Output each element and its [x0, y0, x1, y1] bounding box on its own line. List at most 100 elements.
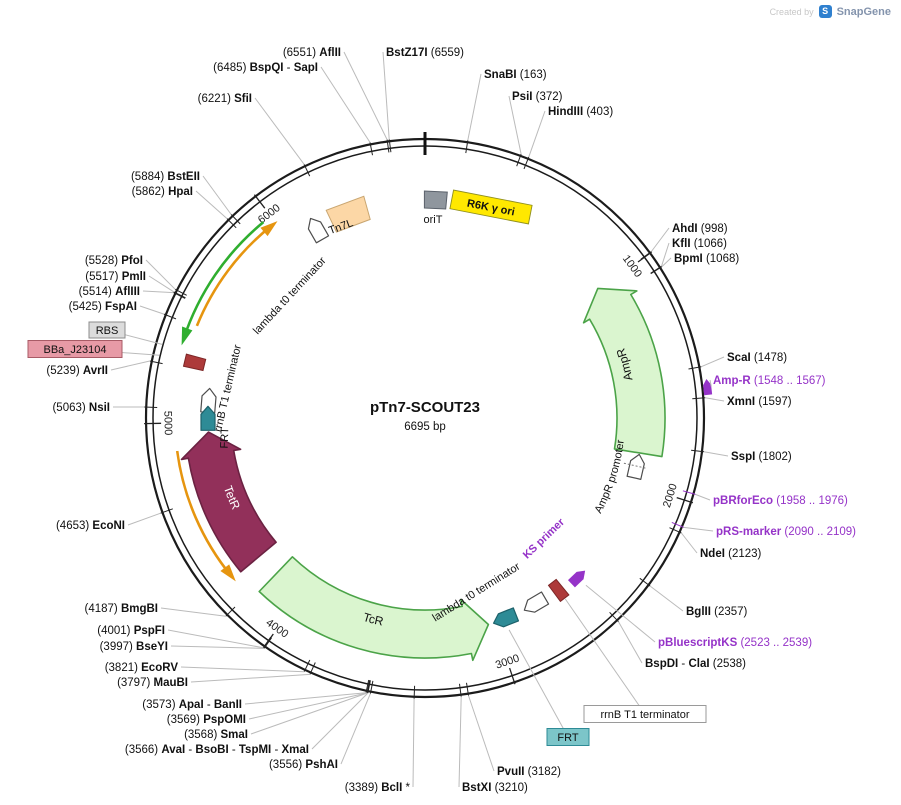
site-label-pbrforeco-1958-1976[interactable]: pBRforEco (1958 .. 1976) — [713, 495, 848, 507]
site-label-ndei-2123[interactable]: NdeI (2123) — [700, 548, 762, 560]
feature-label-ks-primer[interactable]: KS primer — [521, 516, 568, 562]
site-label-4001-pspfi[interactable]: (4001) PspFI — [97, 625, 165, 637]
feature-amp-r-primer-arrow[interactable] — [702, 378, 713, 396]
leader-pvuii-3182 — [468, 695, 495, 772]
feature-lambda-t0-terminator-top-arrow[interactable] — [304, 215, 330, 244]
boxed-label-bba-j23104[interactable]: BBa_J23104 — [27, 340, 123, 358]
site-label-5425-fspai[interactable]: (5425) FspAI — [69, 301, 137, 313]
leader-pbluescriptks-2523-2539 — [585, 584, 656, 643]
site-label-3797-maubi[interactable]: (3797) MauBI — [117, 677, 188, 689]
feature-tetr[interactable] — [180, 431, 277, 573]
scale-label-1000: 1000 — [620, 253, 644, 280]
site-label-3389-bcli[interactable]: (3389) BclI * — [345, 782, 411, 794]
site-label-4187-bmgbi[interactable]: (4187) BmgBI — [85, 603, 159, 615]
site-tick-bstz17i-6559 — [388, 139, 392, 153]
site-label-5517-pmli[interactable]: (5517) PmlI — [85, 271, 146, 283]
scale-tick-1000 — [637, 251, 653, 263]
site-label-6551-aflii[interactable]: (6551) AflII — [283, 47, 341, 59]
site-label-3573-apai-banii[interactable]: (3573) ApaI - BanII — [142, 699, 242, 711]
site-label-prs-marker-2090-2109[interactable]: pRS-marker (2090 .. 2109) — [716, 526, 856, 538]
site-label-6221-sfii[interactable]: (6221) SfiI — [198, 93, 252, 105]
site-label-5063-nsii[interactable]: (5063) NsiI — [52, 402, 110, 414]
site-label-3566-avai-bsobi-tspmi-xmai[interactable]: (3566) AvaI - BsoBI - TspMI - XmaI — [125, 744, 309, 756]
site-label-5239-avrii[interactable]: (5239) AvrII — [46, 365, 108, 377]
site-label-bstz17i-6559[interactable]: BstZ17I (6559) — [386, 47, 464, 59]
site-label-3821-ecorv[interactable]: (3821) EcoRV — [105, 662, 179, 674]
feature-frt-left-arrow[interactable] — [200, 405, 216, 431]
feature-label-lambda-t0-terminator[interactable]: lambda t0 terminator — [251, 255, 329, 337]
svg-text:rrnB T1 terminator: rrnB T1 terminator — [600, 709, 689, 721]
feature-ks-primer-arrow[interactable] — [567, 567, 589, 588]
leader-6551-aflii — [343, 51, 388, 140]
watermark-created-by: Created by — [769, 6, 814, 17]
site-label-5528-pfoi[interactable]: (5528) PfoI — [85, 255, 143, 267]
feature-tcr[interactable] — [258, 556, 490, 662]
site-label-3568-smai[interactable]: (3568) SmaI — [184, 729, 248, 741]
feature-orit[interactable] — [423, 190, 448, 210]
site-label-bpmi-1068[interactable]: BpmI (1068) — [674, 253, 739, 265]
feature-rrnb-t1-terminator-left[interactable] — [182, 353, 207, 372]
site-label-psii-372[interactable]: PsiI (372) — [512, 91, 563, 103]
site-label-ahdi-998[interactable]: AhdI (998) — [672, 223, 728, 235]
boxed-label-frt[interactable]: FRT — [546, 728, 590, 746]
site-label-3569-pspomi[interactable]: (3569) PspOMI — [167, 714, 246, 726]
site-label-pvuii-3182[interactable]: PvuII (3182) — [497, 766, 561, 778]
feature-lambda-t0-terminator-bottom-arrow[interactable] — [521, 591, 550, 616]
feature-frt-bottom-arrow[interactable] — [491, 607, 520, 630]
feature-rrnb-t1-terminator-bottom[interactable] — [547, 578, 570, 603]
scale-tick-2000 — [676, 496, 694, 504]
site-label-bstxi-3210[interactable]: BstXI (3210) — [462, 782, 528, 794]
site-tick-bglii-2357 — [639, 577, 651, 587]
feature-ampr[interactable] — [582, 287, 666, 458]
leader-3797-maubi — [190, 673, 310, 683]
leader-3997-bseyi — [170, 645, 265, 649]
leader-pbrforeco-1958-1976 — [695, 493, 711, 501]
site-label-6485-bspqi-sapi[interactable]: (6485) BspQI - SapI — [213, 62, 318, 74]
site-tick-3556-pshai — [369, 680, 374, 694]
feature-label-frt[interactable]: FRT — [219, 427, 232, 449]
snapgene-logo-icon: S — [818, 5, 832, 18]
feature-label-rrnb-t1-terminator[interactable]: rrnB T1 terminator — [212, 343, 244, 433]
flow-orange-upper-left-head — [260, 221, 278, 237]
site-label-amp-r-1548-1567[interactable]: Amp-R (1548 .. 1567) — [713, 375, 826, 387]
site-label-scai-1478[interactable]: ScaI (1478) — [727, 352, 787, 364]
feature-label-orit[interactable]: oriT — [424, 214, 443, 226]
site-label-5514-afliii[interactable]: (5514) AflIII — [79, 286, 140, 298]
site-label-5862-hpai[interactable]: (5862) HpaI — [132, 186, 193, 198]
site-label-pbluescriptks-2523-2539[interactable]: pBluescriptKS (2523 .. 2539) — [658, 637, 812, 649]
site-tick-5063-nsii — [144, 406, 158, 408]
site-tick-5517-pmli — [173, 291, 186, 299]
site-label-sspi-1802[interactable]: SspI (1802) — [731, 451, 792, 463]
svg-text:BBa_J23104: BBa_J23104 — [44, 344, 107, 356]
leader-ndei-2123 — [681, 532, 698, 554]
site-label-hindiii-403[interactable]: HindIII (403) — [548, 106, 613, 118]
flow-orange-lower-left — [175, 450, 233, 577]
feature-ampr-promoter-arrow[interactable] — [626, 453, 646, 480]
boxed-label-rrnb-t1-terminator[interactable]: rrnB T1 terminator — [583, 705, 707, 723]
feature-tn7l[interactable] — [325, 195, 371, 233]
site-tick-6221-sfii — [303, 164, 311, 177]
site-label-bspdi-clai-2538[interactable]: BspDI - ClaI (2538) — [645, 658, 746, 670]
leader-3566-avai-bsobi-tspmi-xmai — [311, 692, 369, 750]
site-tick-3389-bcli — [413, 685, 416, 699]
site-label-3997-bseyi[interactable]: (3997) BseYI — [100, 641, 168, 653]
leader-3389-bcli — [412, 698, 415, 788]
feature-label-r6k-gamma-ori[interactable]: R6K γ ori — [449, 189, 533, 225]
leader-snabi-163 — [467, 73, 482, 141]
feature-label-ampr-promoter[interactable]: AmpR promoter — [593, 439, 627, 516]
site-label-3556-pshai[interactable]: (3556) PshAI — [269, 759, 338, 771]
leader-5514-afliii — [142, 290, 174, 294]
leader-6221-sfii — [254, 97, 305, 165]
site-label-xmni-1597[interactable]: XmnI (1597) — [727, 396, 792, 408]
site-label-kfli-1066[interactable]: KflI (1066) — [672, 238, 727, 250]
site-label-5884-bsteii[interactable]: (5884) BstEII — [131, 171, 200, 183]
site-label-4653-econi[interactable]: (4653) EcoNI — [56, 520, 125, 532]
site-tick-4653-econi — [160, 508, 173, 514]
leader-frt — [508, 629, 569, 738]
site-label-snabi-163[interactable]: SnaBI (163) — [484, 69, 547, 81]
feature-label-tcr[interactable]: TcR — [362, 610, 386, 629]
site-label-bglii-2357[interactable]: BglII (2357) — [686, 606, 748, 618]
flow-green-upper-left-head — [181, 326, 193, 346]
leader-3568-smai — [250, 692, 368, 735]
boxed-label-rbs[interactable]: RBS — [88, 321, 126, 339]
